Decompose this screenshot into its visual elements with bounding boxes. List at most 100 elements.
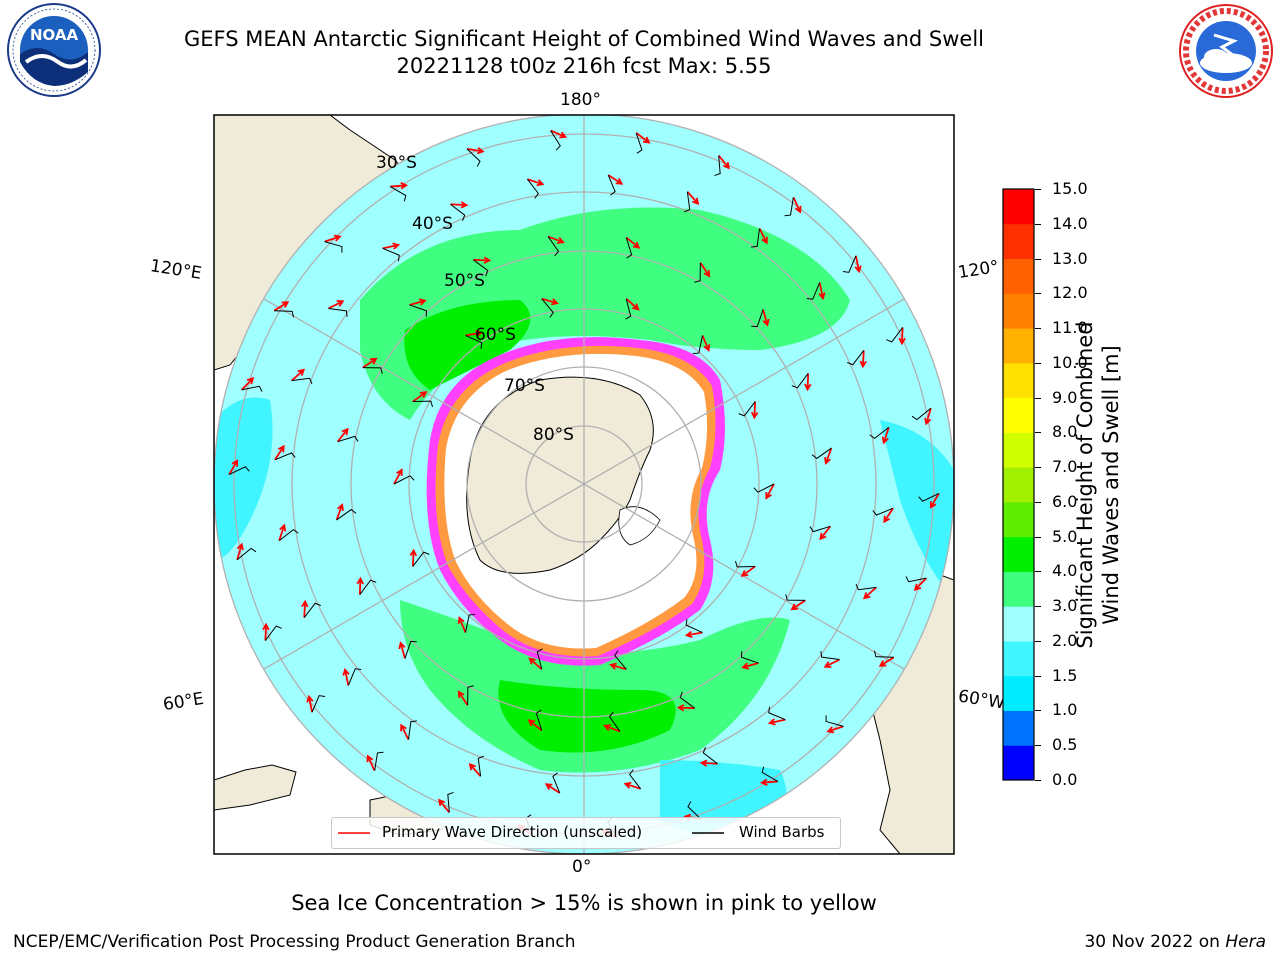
wave-direction-arrow bbox=[625, 236, 641, 249]
colorbar-tick-mark bbox=[1035, 501, 1041, 503]
wave-direction-arrow bbox=[881, 427, 890, 445]
wave-direction-arrow bbox=[527, 719, 543, 732]
wave-direction-arrow bbox=[859, 350, 867, 369]
wind-barb bbox=[751, 228, 760, 248]
colorbar-tick-mark bbox=[1035, 536, 1041, 538]
wind-barb bbox=[465, 614, 476, 633]
wind-barb bbox=[761, 766, 779, 782]
wave-direction-arrow bbox=[717, 154, 730, 170]
colorbar-tick-mark bbox=[1035, 780, 1041, 781]
colorbar-tick-label: 11.0 bbox=[1052, 318, 1088, 338]
wind-barb bbox=[374, 751, 384, 771]
wind-barb bbox=[785, 594, 806, 601]
wave-direction-arrow bbox=[262, 622, 270, 641]
wind-barb bbox=[820, 651, 840, 660]
lat-label-70s: 70°S bbox=[504, 376, 545, 396]
wave-direction-arrow bbox=[699, 262, 711, 278]
colorbar-tick-label: 0.0 bbox=[1052, 770, 1078, 789]
wave-direction-arrow bbox=[457, 616, 467, 633]
wave-direction-arrow bbox=[699, 759, 718, 767]
wind-barbs bbox=[228, 130, 940, 838]
wind-barb bbox=[412, 551, 430, 567]
wind-barb bbox=[905, 576, 927, 583]
colorbar-tick-mark bbox=[1035, 710, 1041, 712]
colorbar-segment bbox=[1003, 362, 1034, 399]
wind-barb bbox=[264, 625, 282, 641]
wind-barb bbox=[228, 466, 250, 475]
wave-direction-arrow bbox=[792, 196, 802, 214]
colorbar-tick-label: 1.0 bbox=[1052, 700, 1078, 720]
wind-barb bbox=[466, 148, 481, 167]
wind-barb bbox=[291, 377, 313, 384]
colorbar-segment bbox=[1003, 467, 1034, 503]
colorbar-tick-label: 2.0 bbox=[1052, 630, 1078, 650]
wave-direction-arrow bbox=[301, 599, 309, 618]
wave-direction-arrow bbox=[804, 373, 812, 392]
colorbar-tick-mark bbox=[1035, 640, 1041, 642]
colorbar-segment bbox=[1003, 328, 1034, 364]
wave-direction-arrow bbox=[878, 656, 895, 667]
wave-direction-arrow bbox=[241, 377, 255, 391]
wave-direction-legend-line bbox=[338, 832, 370, 834]
colorbar-segment bbox=[1003, 258, 1034, 294]
wind-barb bbox=[784, 197, 794, 217]
wind-barb bbox=[467, 685, 474, 706]
wind-barb bbox=[811, 447, 832, 460]
wind-barb bbox=[629, 769, 641, 790]
wind-barb bbox=[389, 186, 407, 202]
lat-label-40s: 40°S bbox=[412, 214, 453, 234]
wind-barb bbox=[806, 282, 821, 300]
wave-direction-arrow bbox=[409, 298, 427, 306]
wind-barb bbox=[382, 247, 400, 262]
wind-barb bbox=[336, 508, 357, 521]
colorbar-segment bbox=[1003, 710, 1034, 746]
wave-direction-arrow bbox=[306, 694, 314, 713]
colorbar-tick-mark bbox=[1035, 675, 1041, 677]
wave-direction-arrow bbox=[762, 309, 770, 327]
colorbar-segment bbox=[1003, 501, 1034, 538]
colorbar-tick-mark bbox=[1035, 189, 1041, 190]
wave-direction-arrow bbox=[826, 725, 844, 734]
colorbar-tick-mark bbox=[1035, 606, 1041, 608]
wind-barb bbox=[918, 493, 940, 502]
wave-direction-arrow bbox=[457, 690, 469, 706]
wave-direction-arrow bbox=[550, 129, 568, 139]
colorbar-tick-label: 0.5 bbox=[1052, 735, 1078, 755]
colorbar-tick-label: 1.5 bbox=[1052, 665, 1078, 685]
wind-barb bbox=[635, 132, 643, 154]
wave-direction-arrow bbox=[686, 191, 700, 206]
wave-direction-arrow bbox=[684, 630, 703, 639]
wind-barb bbox=[825, 715, 844, 727]
wave-direction-arrow bbox=[400, 723, 410, 740]
wave-direction-arrow bbox=[291, 368, 306, 382]
colorbar-label: Significant Height of Combined Wind Wave… bbox=[1072, 321, 1124, 648]
colorbar-tick-mark bbox=[1035, 467, 1041, 469]
noaa-logo-text: NOAA bbox=[30, 26, 79, 44]
wave-direction-arrow bbox=[765, 483, 775, 500]
wave-direction-arrow bbox=[468, 762, 482, 777]
wind-barb bbox=[412, 400, 434, 408]
wind-barb bbox=[337, 435, 359, 443]
colorbar bbox=[1002, 188, 1035, 781]
wind-barb bbox=[303, 602, 321, 618]
wave-direction-arrow bbox=[929, 493, 940, 509]
wind-barb bbox=[278, 529, 299, 541]
wind-barb bbox=[550, 130, 561, 151]
wind-barb bbox=[740, 651, 759, 664]
colorbar-tick-label: 12.0 bbox=[1052, 283, 1088, 303]
wind-barb bbox=[684, 191, 691, 213]
wave-direction-arrow bbox=[819, 525, 832, 541]
wave-direction-arrow bbox=[324, 234, 342, 243]
wind-barb bbox=[614, 650, 627, 670]
wind-barb bbox=[692, 335, 703, 354]
wave-direction-arrow bbox=[625, 298, 640, 311]
lat-label-50s: 50°S bbox=[444, 271, 485, 291]
colorbar-segment bbox=[1003, 397, 1034, 433]
wave-direction-arrow bbox=[390, 182, 409, 190]
colorbar-label-line2: Wind Waves and Swell [m] bbox=[1099, 345, 1123, 625]
chart-title: GEFS MEAN Antarctic Significant Height o… bbox=[183, 27, 985, 51]
wind-barb bbox=[842, 255, 857, 273]
wave-direction-arrow bbox=[603, 724, 621, 733]
wind-barb bbox=[753, 483, 775, 493]
wave-direction-arrow bbox=[278, 523, 287, 541]
